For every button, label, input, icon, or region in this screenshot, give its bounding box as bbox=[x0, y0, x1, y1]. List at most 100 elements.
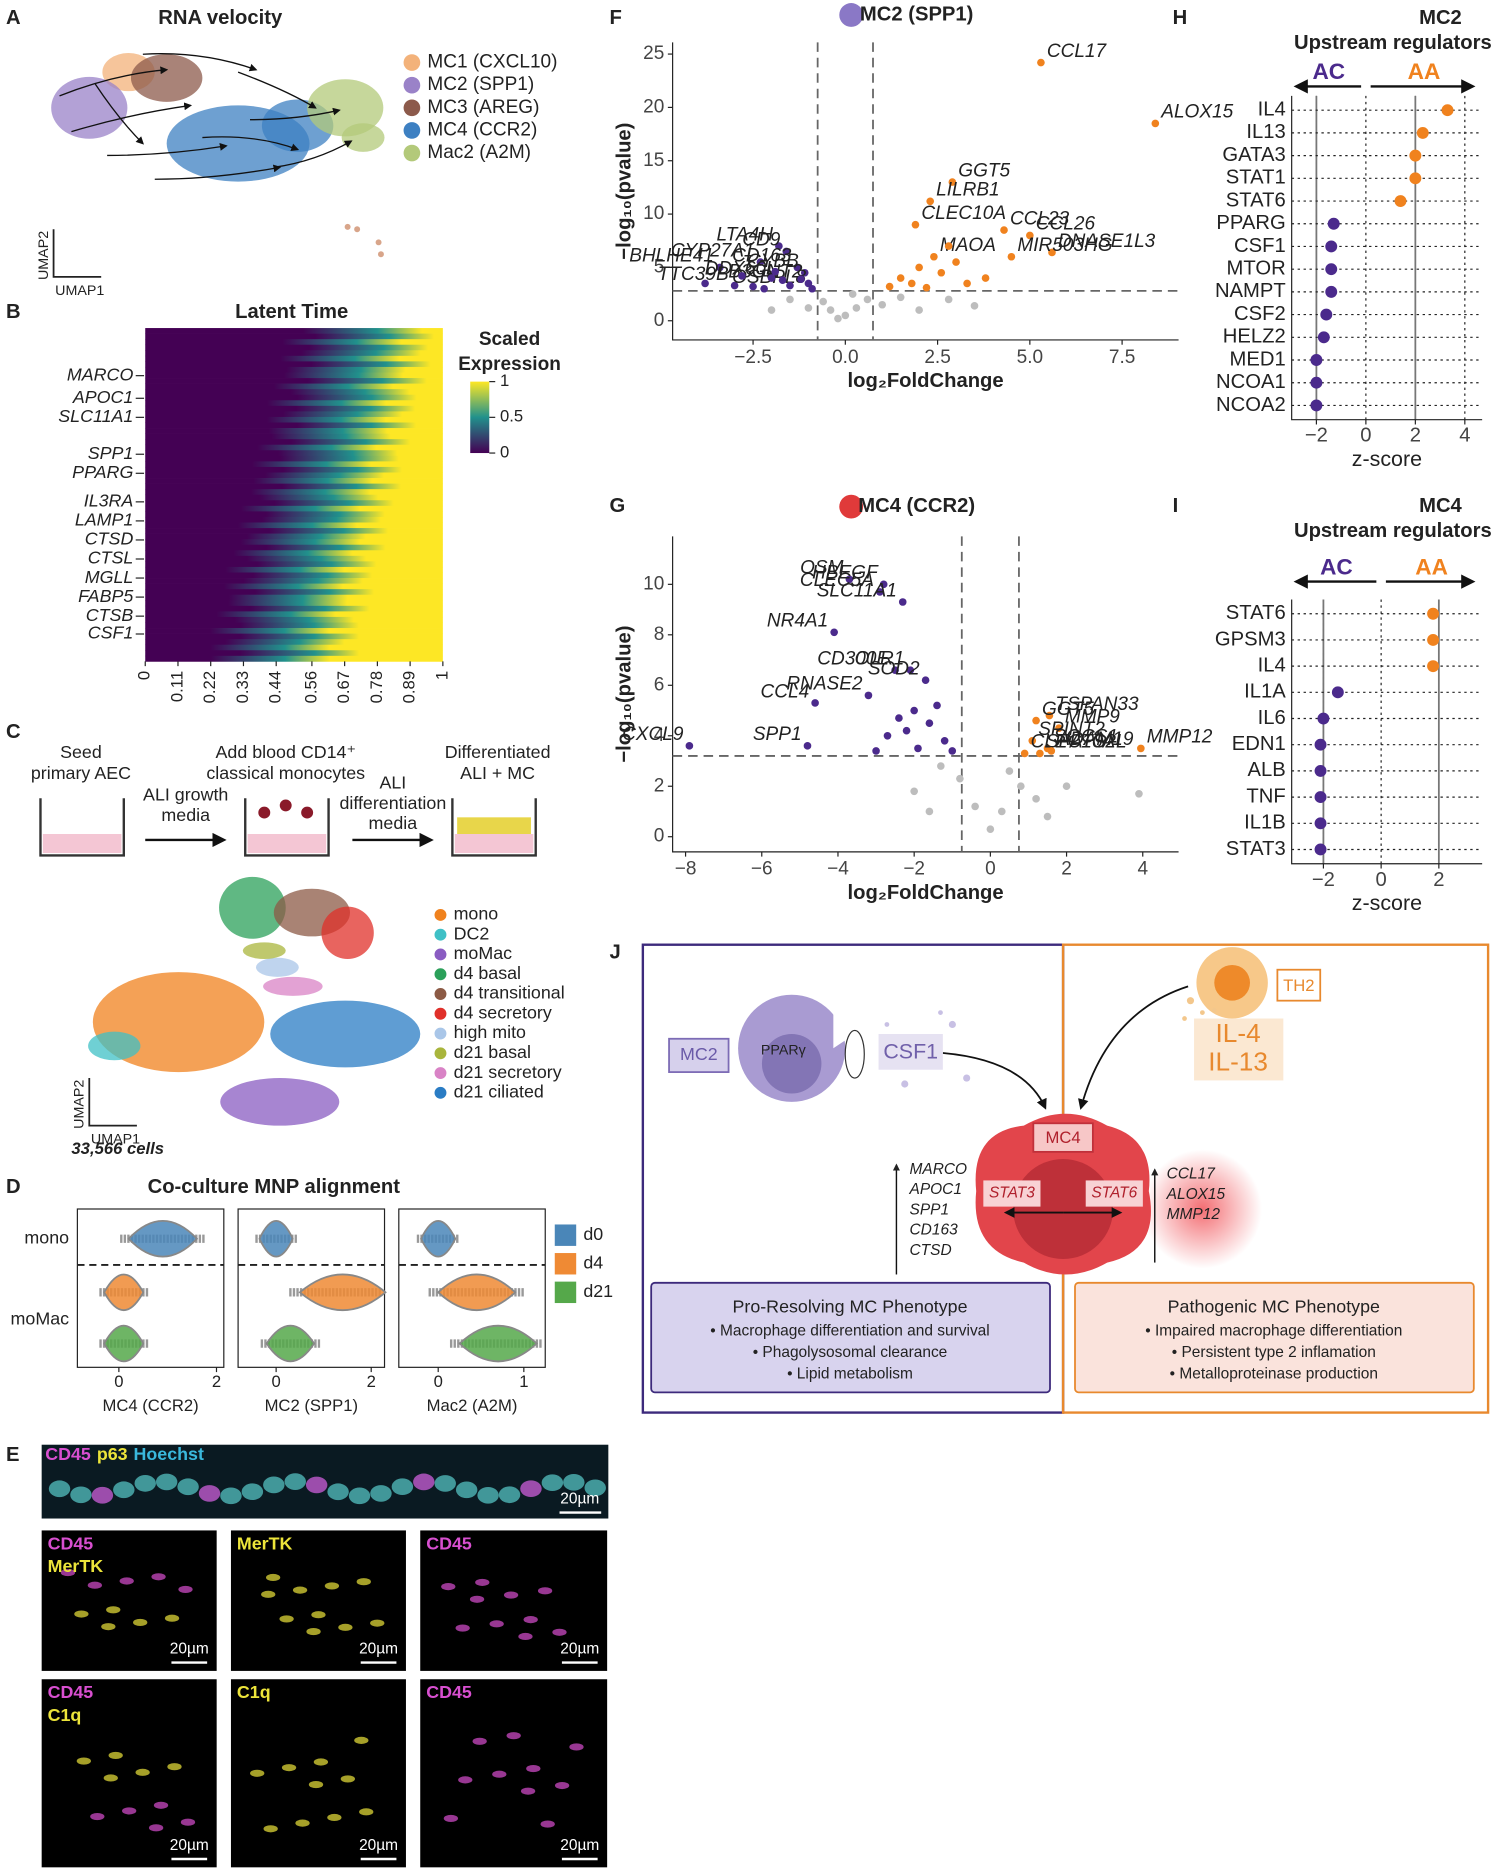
point-label: DDX60L bbox=[705, 259, 777, 280]
panel-letter: I bbox=[1173, 495, 1179, 517]
image-frame bbox=[41, 1679, 217, 1868]
point bbox=[1043, 812, 1052, 821]
signal bbox=[90, 1812, 105, 1821]
heatmap-row bbox=[145, 578, 443, 584]
signal bbox=[87, 1581, 103, 1589]
signal bbox=[354, 1736, 369, 1744]
x-tick-label: −2 bbox=[1312, 869, 1335, 891]
point bbox=[1416, 126, 1429, 139]
point bbox=[906, 666, 915, 674]
heatmap-row bbox=[145, 633, 443, 640]
heatmap-row bbox=[145, 461, 443, 468]
signal bbox=[554, 1781, 570, 1790]
channel-label: CD45 bbox=[426, 1682, 472, 1702]
nucleus bbox=[155, 1473, 178, 1491]
signal bbox=[279, 1615, 294, 1623]
gene-label: IL3RA bbox=[84, 491, 134, 511]
violin bbox=[127, 1220, 199, 1258]
nucleus bbox=[241, 1483, 264, 1501]
signal bbox=[338, 1623, 353, 1631]
step-label: Differentiated bbox=[445, 742, 551, 762]
signal bbox=[265, 1573, 281, 1582]
point bbox=[1427, 634, 1440, 646]
gene-label: CD163 bbox=[910, 1222, 959, 1239]
nucleus bbox=[134, 1475, 156, 1492]
legend-swatch bbox=[434, 1027, 447, 1040]
point bbox=[797, 275, 805, 283]
colorbar-label: 0 bbox=[500, 442, 509, 461]
point bbox=[956, 774, 964, 783]
point bbox=[883, 731, 892, 740]
point-label: MMP9 bbox=[1065, 707, 1120, 728]
media-label: media bbox=[369, 813, 418, 833]
point-label: HBEGF bbox=[812, 563, 879, 584]
box-item: • Metalloproteinase production bbox=[1170, 1366, 1378, 1383]
heatmap-row bbox=[145, 439, 443, 446]
signal bbox=[526, 1765, 541, 1773]
cluster bbox=[88, 1031, 141, 1061]
point bbox=[749, 282, 757, 291]
point bbox=[808, 284, 816, 293]
x-tick-label: 0 bbox=[271, 1372, 280, 1391]
heatmap-row bbox=[145, 389, 443, 396]
title-icon bbox=[839, 3, 864, 27]
cluster bbox=[220, 1078, 340, 1126]
gene-label: SPP1 bbox=[910, 1201, 950, 1218]
point-label: GGT5 bbox=[958, 160, 1010, 181]
signal bbox=[106, 1606, 121, 1614]
box-item: • Phagolysosomal clearance bbox=[753, 1344, 948, 1361]
point bbox=[1000, 226, 1008, 234]
nucleus bbox=[477, 1486, 499, 1504]
point-label: SOD2 bbox=[868, 659, 920, 680]
panel-letter: C bbox=[6, 721, 21, 743]
point-label: CLEC5A bbox=[800, 570, 874, 591]
violin bbox=[298, 1273, 387, 1311]
panel-letter: G bbox=[610, 495, 626, 517]
y-category: IL13 bbox=[1246, 121, 1285, 143]
nucleus bbox=[370, 1485, 392, 1502]
x-tick-label: 2 bbox=[1433, 869, 1444, 891]
x-tick-label: −6 bbox=[751, 859, 773, 880]
point bbox=[803, 742, 812, 750]
point bbox=[1032, 716, 1040, 725]
nucleus bbox=[584, 1479, 606, 1497]
channel-label: CD45 bbox=[48, 1533, 94, 1553]
box-title: Pro-Resolving MC Phenotype bbox=[732, 1297, 967, 1317]
scale-label: 20µm bbox=[170, 1641, 209, 1658]
y-category: STAT6 bbox=[1226, 189, 1286, 211]
nucleus bbox=[434, 1475, 456, 1492]
heatmap-row bbox=[145, 516, 443, 523]
scale-label: 20µm bbox=[170, 1837, 209, 1854]
heatmap-row bbox=[145, 555, 443, 562]
signal bbox=[569, 1743, 584, 1751]
x-tick-label: −2 bbox=[903, 859, 925, 880]
nucleus bbox=[305, 1476, 328, 1494]
point-label: CXCL9 bbox=[622, 724, 684, 745]
legend-swatch bbox=[554, 1253, 577, 1275]
x-tick-label: 0 bbox=[1376, 869, 1387, 891]
heatmap-row bbox=[145, 339, 443, 346]
heatmap-row bbox=[145, 411, 443, 418]
x-tick-label: 2 bbox=[1410, 425, 1421, 447]
heatmap-row bbox=[145, 328, 443, 334]
heatmap-row bbox=[145, 528, 443, 534]
il4-label: IL-4 bbox=[1216, 1018, 1261, 1048]
violin bbox=[265, 1324, 316, 1363]
point bbox=[981, 274, 990, 282]
point bbox=[1151, 119, 1160, 128]
point bbox=[911, 220, 920, 229]
media-label: media bbox=[161, 805, 210, 825]
outlier-cell bbox=[377, 251, 384, 258]
heatmap-row bbox=[145, 650, 443, 657]
step-label: ALI + MC bbox=[460, 763, 535, 783]
point bbox=[948, 747, 957, 755]
y-category: IL1B bbox=[1244, 812, 1286, 834]
legend-label: MC1 (CXCL10) bbox=[427, 52, 557, 73]
point bbox=[1032, 795, 1040, 803]
violin bbox=[103, 1324, 145, 1363]
point bbox=[1314, 738, 1327, 751]
point-label: OLR1 bbox=[855, 648, 905, 669]
y-category: moMac bbox=[11, 1308, 70, 1328]
signal bbox=[153, 1801, 169, 1809]
